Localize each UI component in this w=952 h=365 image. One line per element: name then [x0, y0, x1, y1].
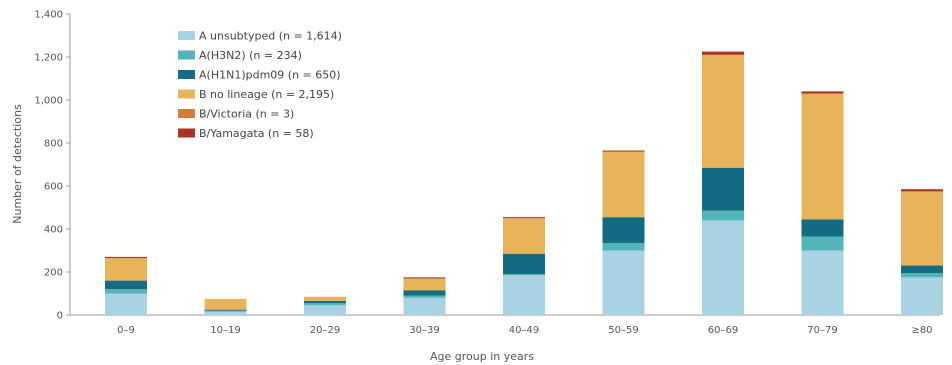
- x-tick-label: 0–9: [117, 325, 135, 336]
- bar-segment: [503, 275, 545, 315]
- bar-segment: [105, 289, 147, 294]
- legend-label: A(H3N2) (n = 234): [199, 49, 302, 62]
- bar-segment: [901, 189, 943, 192]
- y-tick-label: 200: [44, 268, 63, 279]
- legend-swatch: [178, 89, 195, 99]
- y-tick-label: 1,400: [34, 10, 63, 21]
- legend-label: A unsubtyped (n = 1,614): [199, 30, 342, 43]
- bar-segment: [105, 293, 147, 315]
- y-axis-title: Number of detections: [11, 104, 24, 224]
- bar-segment: [304, 301, 346, 304]
- bar-segment: [403, 290, 446, 296]
- x-tick-label: 40–49: [509, 325, 539, 336]
- x-tick-label: 50–59: [608, 325, 638, 336]
- bar-segment: [304, 303, 346, 306]
- bar-segment: [105, 280, 147, 290]
- bar-segment: [702, 167, 744, 211]
- legend-swatch: [178, 70, 195, 79]
- legend-swatch: [178, 109, 195, 118]
- bar-segment: [304, 296, 346, 302]
- bars: [105, 51, 943, 315]
- bar-segment: [702, 54, 744, 168]
- bar-segment: [602, 217, 645, 243]
- bar-segment: [801, 236, 844, 251]
- bar-segment: [204, 298, 247, 310]
- bar-segment: [503, 218, 545, 254]
- bar-segment: [304, 305, 346, 315]
- legend-label: B/Victoria (n = 3): [199, 108, 294, 121]
- bar-segment: [901, 273, 943, 278]
- bar-segment: [503, 217, 545, 219]
- x-tick-label: 70–79: [807, 325, 837, 336]
- bar-segment: [204, 311, 247, 315]
- bar-segment: [801, 91, 844, 94]
- legend-swatch: [178, 50, 195, 60]
- bar-segment: [403, 277, 446, 279]
- legend-label: B/Yamagata (n = 58): [199, 127, 314, 140]
- y-tick-label: 1,200: [34, 53, 63, 64]
- legend-swatch: [178, 128, 195, 138]
- bar-segment: [801, 250, 844, 315]
- bar-segment: [403, 297, 446, 315]
- bar-segment: [602, 150, 645, 152]
- bar-segment: [901, 191, 943, 266]
- y-tick-label: 800: [44, 139, 63, 150]
- bar-segment: [901, 277, 943, 315]
- bar-segment: [204, 309, 247, 311]
- legend-label: A(H1N1)pdm09 (n = 650): [199, 69, 341, 82]
- y-tick-label: 1,000: [34, 96, 63, 107]
- x-tick-label: 30–39: [409, 325, 439, 336]
- bar-segment: [702, 51, 744, 55]
- bar-segment: [403, 278, 446, 291]
- x-tick-label: 60–69: [708, 325, 738, 336]
- y-ticks: 0 200 400 600 800 1,000 1,200 1,400: [34, 10, 70, 322]
- bar-segment: [105, 256, 147, 259]
- x-tick-label: 20–29: [310, 325, 340, 336]
- bar-segment: [602, 250, 645, 315]
- bar-segment: [403, 295, 446, 298]
- bar-segment: [901, 265, 943, 274]
- bar-segment: [503, 253, 545, 275]
- bar-segment: [105, 258, 147, 281]
- x-ticks: 0–9 10–19 20–29 30–39 40–49 50–59 60–69 70–79 ≥8…: [117, 325, 932, 336]
- bar-segment: [702, 210, 744, 221]
- bar-segment: [204, 310, 247, 312]
- bar-segment: [503, 274, 545, 276]
- y-tick-label: 400: [44, 225, 63, 236]
- bar-segment: [801, 219, 844, 237]
- bar-segment: [602, 242, 645, 251]
- x-tick-label: 10–19: [210, 325, 240, 336]
- legend: A unsubtyped (n = 1,614) A(H3N2) (n = 234…: [178, 30, 342, 140]
- bar-segment: [801, 93, 844, 220]
- bar-segment: [702, 220, 744, 315]
- bar-segment: [602, 151, 645, 218]
- y-tick-label: 600: [44, 182, 63, 193]
- y-tick-label: 0: [57, 311, 63, 322]
- legend-swatch: [178, 31, 195, 40]
- x-tick-label: ≥80: [911, 325, 932, 336]
- legend-label: B no lineage (n = 2,195): [199, 88, 334, 101]
- x-axis-title: Age group in years: [430, 350, 534, 363]
